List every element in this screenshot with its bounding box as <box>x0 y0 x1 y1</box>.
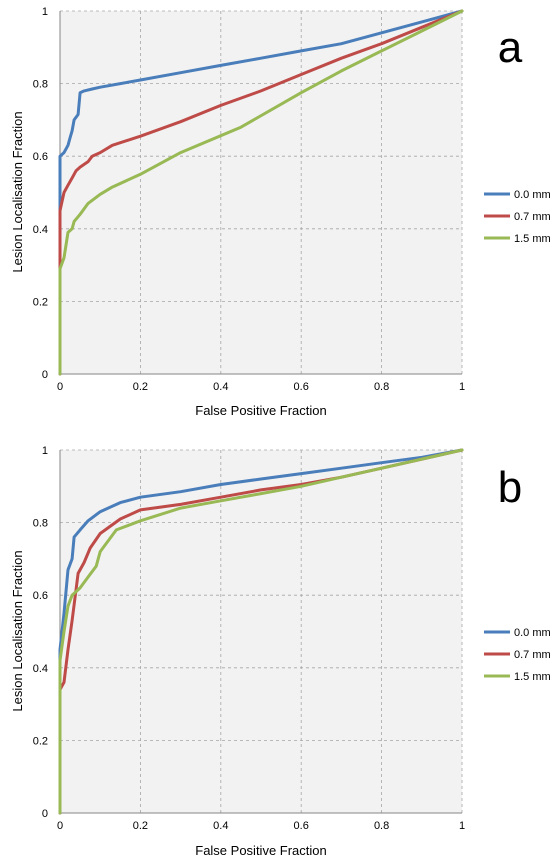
x-tick-label: 0.8 <box>374 820 389 832</box>
x-axis-label: False Positive Fraction <box>195 403 327 418</box>
legend-item: 0.7 mm <box>484 649 551 661</box>
x-tick-label: 0.4 <box>213 381 228 393</box>
legend-item: 0.0 mm <box>484 189 551 201</box>
x-tick-labels: 0 0.2 0.4 0.6 0.8 1 <box>57 381 465 393</box>
series-lines <box>58 448 464 815</box>
x-tick-labels: 0 0.2 0.4 0.6 0.8 1 <box>57 820 465 832</box>
series-line <box>58 448 464 815</box>
x-tick-label: 0.8 <box>374 381 389 393</box>
x-tick-label: 0.6 <box>294 820 309 832</box>
y-tick-label: 0 <box>42 808 48 820</box>
legend-label: 0.0 mm <box>514 627 551 639</box>
y-tick-label: 0.8 <box>33 518 48 530</box>
x-axis-label: False Positive Fraction <box>195 843 327 858</box>
legend-label: 0.7 mm <box>514 211 551 223</box>
x-tick-label: 0 <box>57 381 63 393</box>
series-lines <box>58 9 464 376</box>
plot-area <box>60 450 462 813</box>
legend-item: 0.7 mm <box>484 211 551 223</box>
y-tick-labels: 0 0.2 0.4 0.6 0.8 1 <box>33 445 48 820</box>
x-tick-label: 1 <box>459 381 465 393</box>
legend-item: 1.5 mm <box>484 671 551 683</box>
x-tick-label: 0 <box>57 820 63 832</box>
legend-label: 1.5 mm <box>514 233 551 245</box>
chart-panel-a: 0 0.2 0.4 0.6 0.8 1 0 0.2 0.4 0.6 0.8 1 False Posi… <box>10 6 551 418</box>
legend-label: 0.0 mm <box>514 189 551 201</box>
y-axis-label: Lesion Localisation Fraction <box>10 111 25 272</box>
x-tick-label: 0.4 <box>213 820 228 832</box>
y-tick-label: 0.6 <box>33 590 48 602</box>
series-line <box>58 9 464 376</box>
series-line <box>58 448 464 815</box>
legend-item: 0.0 mm <box>484 627 551 639</box>
y-axis-label: Lesion Localisation Fraction <box>10 550 25 711</box>
y-tick-label: 0.4 <box>33 224 48 236</box>
legend-label: 0.7 mm <box>514 649 551 661</box>
legend-label: 1.5 mm <box>514 671 551 683</box>
panel-letter: a <box>498 23 523 72</box>
y-tick-label: 1 <box>42 6 48 18</box>
y-tick-label: 0.2 <box>33 735 48 747</box>
gridlines <box>60 10 463 374</box>
x-tick-label: 0.2 <box>133 381 148 393</box>
x-tick-label: 1 <box>459 820 465 832</box>
x-tick-label: 0.6 <box>294 381 309 393</box>
y-tick-label: 0.4 <box>33 663 48 675</box>
series-line <box>58 9 464 376</box>
panel-letter: b <box>498 463 522 512</box>
y-tick-label: 0.6 <box>33 151 48 163</box>
y-tick-labels: 0 0.2 0.4 0.6 0.8 1 <box>33 6 48 381</box>
x-tick-label: 0.2 <box>133 820 148 832</box>
y-tick-label: 0.2 <box>33 296 48 308</box>
legend: 0.0 mm 0.7 mm 1.5 mm <box>484 189 551 245</box>
y-tick-label: 0.8 <box>33 79 48 91</box>
legend: 0.0 mm 0.7 mm 1.5 mm <box>484 627 551 683</box>
plot-area <box>60 11 462 374</box>
series-line <box>58 9 464 376</box>
y-tick-label: 0 <box>42 369 48 381</box>
y-tick-label: 1 <box>42 445 48 457</box>
legend-item: 1.5 mm <box>484 233 551 245</box>
chart-panel-b: 0 0.2 0.4 0.6 0.8 1 0 0.2 0.4 0.6 0.8 1 False Posi… <box>10 445 551 858</box>
